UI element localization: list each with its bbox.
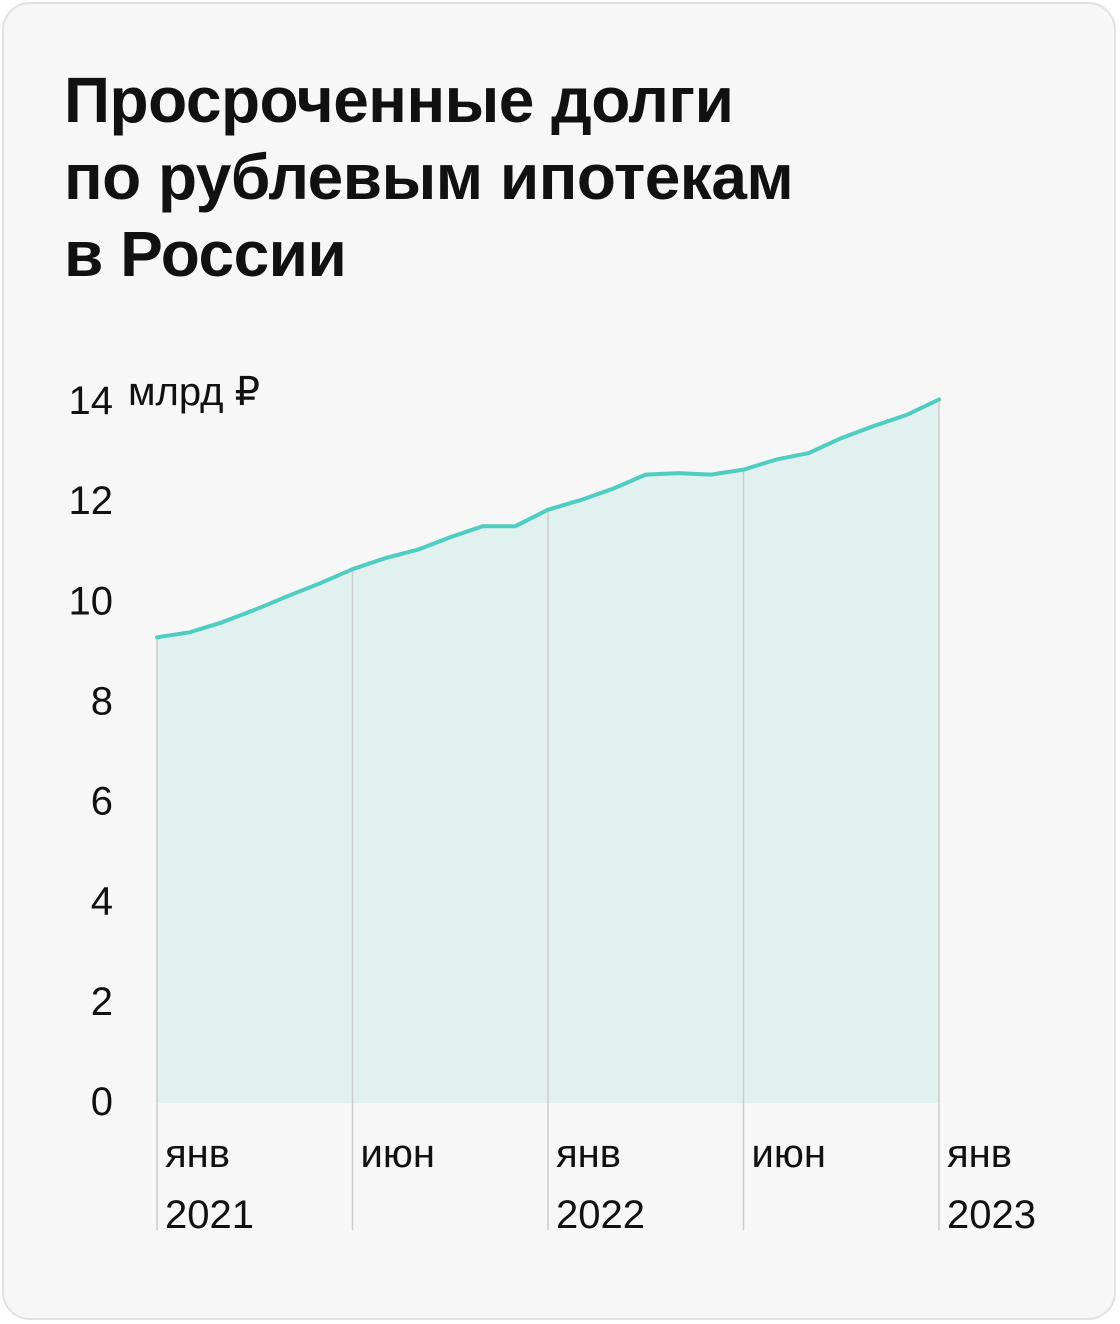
x-tick-year-label: 2021 xyxy=(165,1193,254,1237)
x-tick-label: янв xyxy=(947,1132,1012,1176)
x-tick-label: янв xyxy=(165,1132,230,1176)
y-unit-label: млрд ₽ xyxy=(128,370,260,414)
series-line xyxy=(155,397,941,640)
y-tick-label: 2 xyxy=(91,980,113,1024)
x-tick-year-label: 2022 xyxy=(556,1193,645,1237)
y-tick-label: 14 xyxy=(69,379,114,423)
y-tick-label: 0 xyxy=(91,1080,113,1124)
y-tick-label: 6 xyxy=(91,780,113,824)
title-line: в России xyxy=(64,218,347,290)
y-tick-label: 8 xyxy=(91,679,113,723)
title-line: Просроченные долги xyxy=(64,64,734,136)
x-tick-label: июн xyxy=(361,1132,435,1176)
title-line: по рублевым ипотекам xyxy=(64,141,794,213)
y-tick-label: 4 xyxy=(91,880,113,924)
x-tick-label: июн xyxy=(752,1132,826,1176)
chart-title: Просроченные долги по рублевым ипотекам … xyxy=(64,62,964,293)
x-tick-year-label: 2023 xyxy=(947,1193,1036,1237)
y-tick-label: 10 xyxy=(69,579,114,623)
y-tick-label: 12 xyxy=(69,479,114,523)
x-tick-label: янв xyxy=(556,1132,621,1176)
